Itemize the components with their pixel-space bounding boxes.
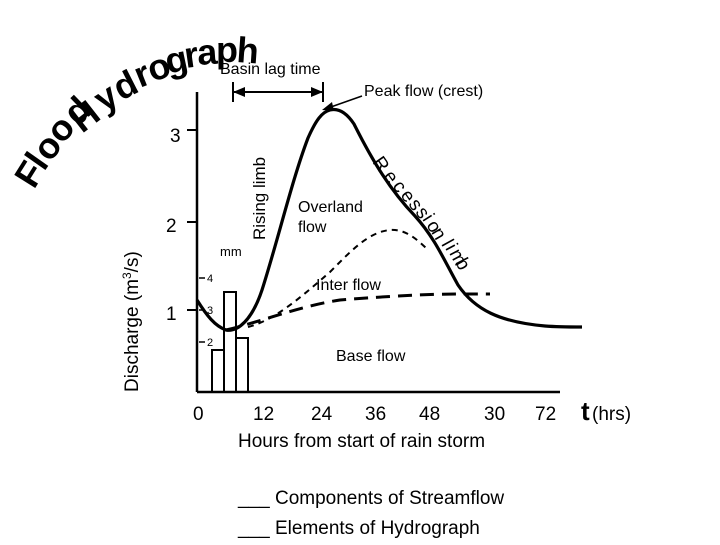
lag-time-arrowhead-right (311, 87, 323, 97)
rising-limb-label: Rising limb (250, 157, 269, 240)
y-tick-label: 3 (170, 126, 181, 147)
rainfall-bar (223, 291, 237, 393)
rainfall-bar (235, 337, 249, 393)
title-letter: p (216, 29, 238, 70)
interflow-label: Inter flow (316, 277, 381, 294)
x-unit-t: t (581, 396, 590, 426)
x-tick-label: 48 (419, 404, 440, 425)
legend-elements: ___ Elements of Hydrograph (237, 518, 480, 539)
x-tick-label: 12 (253, 404, 274, 425)
rain-tick-label: 3 (207, 305, 213, 317)
y-tick-label: 2 (166, 216, 177, 237)
x-tick-label: 30 (484, 404, 505, 425)
baseflow-label: Base flow (336, 348, 406, 365)
basin-lag-time-label: Basin lag time (220, 61, 321, 78)
rain-unit-label: mm (220, 244, 242, 259)
x-axis-label: Hours from start of rain storm (238, 431, 485, 452)
overland-flow-label-line2: flow (298, 219, 327, 236)
y-axis-label: Discharge (m3/s) (120, 251, 143, 392)
x-tick-label: 36 (365, 404, 386, 425)
recession-limb-label: R e c e s s i o n l i m b (368, 153, 474, 274)
peak-flow-label: Peak flow (crest) (364, 83, 483, 100)
baseflow-curve (225, 292, 490, 332)
x-tick-label: 72 (535, 404, 556, 425)
interflow-curve (247, 228, 429, 328)
x-tick-label: 24 (311, 404, 333, 425)
rain-tick-label: 2 (207, 337, 213, 349)
hydrograph-curve (195, 107, 583, 332)
rainfall-bar (211, 349, 225, 393)
legend-components: ___ Components of Streamflow (237, 488, 504, 509)
overland-flow-label-line1: Overland (298, 199, 363, 216)
peak-pointer-line (327, 95, 363, 109)
title-letter: r (181, 33, 201, 76)
lag-time-arrowhead-left (233, 87, 245, 97)
title-letter: h (235, 29, 260, 71)
x-tick-label: 0 (193, 404, 204, 425)
y-tick-label: 1 (166, 304, 177, 325)
x-unit-hrs: (hrs) (592, 404, 631, 425)
diagram-title: F l o o d H y d r o g r a p h (6, 29, 260, 194)
title-letter: a (196, 31, 220, 73)
rain-tick-label: 4 (207, 273, 213, 285)
